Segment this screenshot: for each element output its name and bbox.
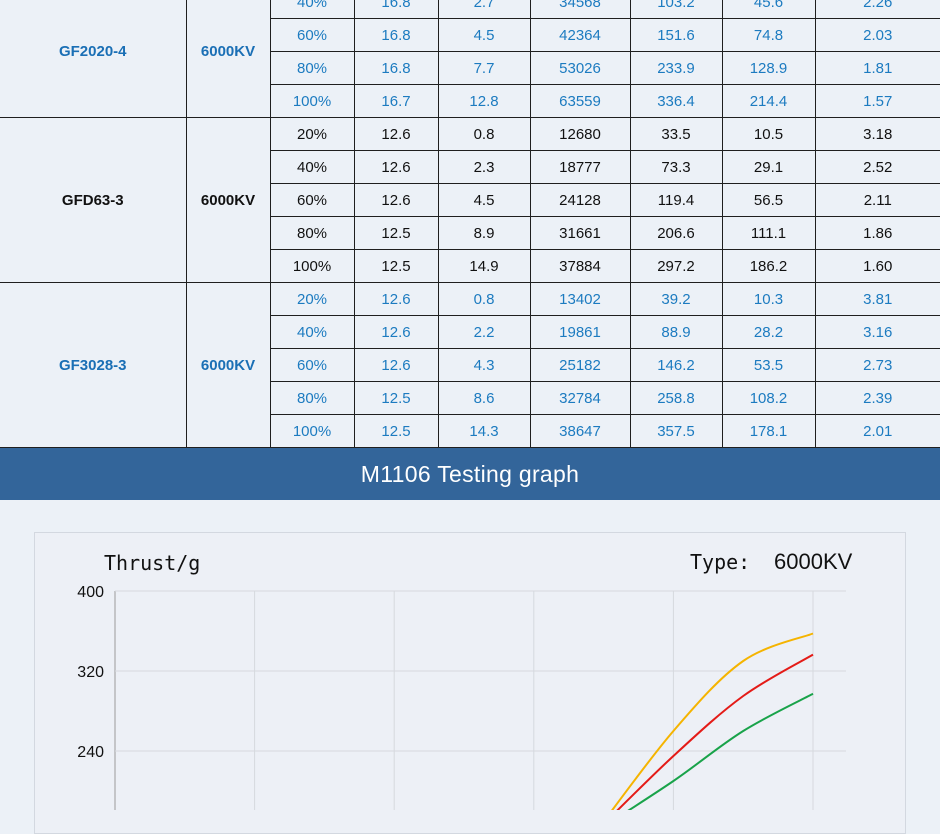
model-cell: GF2020-4 <box>0 0 187 118</box>
y-tick-label: 320 <box>77 664 104 681</box>
table-cell: 12680 <box>529 117 631 151</box>
table-cell: 2.39 <box>814 381 940 415</box>
table-cell: 16.8 <box>353 51 439 85</box>
graph-banner: M1106 Testing graph <box>0 448 940 500</box>
table-cell: 258.8 <box>629 381 723 415</box>
table-cell: 357.5 <box>629 414 723 448</box>
table-cell: 12.5 <box>353 216 439 250</box>
table-row: 100% 12.5 14.3 38647 357.5 178.1 2.01 <box>0 414 940 448</box>
table-cell: 60% <box>269 183 355 217</box>
table-cell: 14.9 <box>437 249 531 283</box>
table-row: GF2020-4 6000KV 40% 16.8 2.7 34568 103.2 45.6 2.… <box>0 0 940 118</box>
series-line-0 <box>611 632 814 810</box>
table-cell: 1.60 <box>814 249 940 283</box>
graph-banner-title: M1106 Testing graph <box>360 460 580 487</box>
table-cell: 33.5 <box>629 117 723 151</box>
table-row: 60% 12.6 4.5 24128 119.4 56.5 2.11 <box>0 183 940 217</box>
table-cell: 12.8 <box>437 84 531 118</box>
table-cell: 3.81 <box>814 282 940 316</box>
spec-table-body: GF2020-4 6000KV 40% 16.8 2.7 34568 103.2 45.6 2.… <box>0 0 940 448</box>
table-cell: 73.3 <box>629 150 723 184</box>
table-cell: 18777 <box>529 150 631 184</box>
table-cell: 24128 <box>529 183 631 217</box>
table-row: 100% 12.5 14.9 37884 297.2 186.2 1.60 <box>0 249 940 283</box>
y-tick-label: 240 <box>77 744 104 761</box>
table-cell: 100% <box>269 414 355 448</box>
table-row: GFD63-3 6000KV 20% 12.6 0.8 12680 33.5 10.5 3.18 <box>0 117 940 283</box>
kv-cell: 6000KV <box>185 282 271 448</box>
table-cell: 2.11 <box>814 183 940 217</box>
table-cell: 4.3 <box>437 348 531 382</box>
table-cell: 1.81 <box>814 51 940 85</box>
table-cell: 2.01 <box>814 414 940 448</box>
table-cell: 2.73 <box>814 348 940 382</box>
type-value: 6000KV <box>774 549 853 574</box>
table-cell: 80% <box>269 216 355 250</box>
spec-table: GF2020-4 6000KV 40% 16.8 2.7 34568 103.2 45.6 2.… <box>0 0 940 448</box>
table-row: 80% 12.5 8.9 31661 206.6 111.1 1.86 <box>0 216 940 250</box>
y-axis-title: Thrust/g <box>104 551 201 575</box>
table-cell: 12.5 <box>353 249 439 283</box>
table-row: 40% 12.6 2.3 18777 73.3 29.1 2.52 <box>0 150 940 184</box>
table-cell: 37884 <box>529 249 631 283</box>
table-cell: 19861 <box>529 315 631 349</box>
table-cell: 53.5 <box>721 348 816 382</box>
table-cell: 74.8 <box>721 18 816 52</box>
table-cell: 12.5 <box>353 414 439 448</box>
table-cell: 2.52 <box>814 150 940 184</box>
table-cell: 0.8 <box>437 117 531 151</box>
table-cell: 38647 <box>529 414 631 448</box>
table-cell: 12.6 <box>353 183 439 217</box>
table-cell: 1.86 <box>814 216 940 250</box>
table-cell: 8.9 <box>437 216 531 250</box>
y-tick-label: 400 <box>77 584 104 601</box>
model-cell: GF3028-3 <box>0 282 187 448</box>
table-cell: 336.4 <box>629 84 723 118</box>
table-cell: 14.3 <box>437 414 531 448</box>
table-cell: 111.1 <box>721 216 816 250</box>
chart-card <box>34 532 906 834</box>
table-cell: 119.4 <box>629 183 723 217</box>
spec-table-wrap: GF2020-4 6000KV 40% 16.8 2.7 34568 103.2 45.6 2.… <box>0 0 940 448</box>
table-cell: 39.2 <box>629 282 723 316</box>
table-cell: 2.3 <box>437 150 531 184</box>
table-cell: 80% <box>269 51 355 85</box>
series-line-2 <box>627 692 814 810</box>
table-row: 60% 12.6 4.3 25182 146.2 53.5 2.73 <box>0 348 940 382</box>
table-cell: 25182 <box>529 348 631 382</box>
table-cell: 12.6 <box>353 348 439 382</box>
table-cell: 16.8 <box>353 18 439 52</box>
table-cell: 80% <box>269 381 355 415</box>
thrust-chart: 400 320 240 <box>77 584 846 810</box>
table-row: GF3028-3 6000KV 20% 12.6 0.8 13402 39.2 10.3 3.8… <box>0 282 940 448</box>
table-cell: 10.5 <box>721 117 816 151</box>
table-cell: 40% <box>269 150 355 184</box>
series-line-1 <box>616 653 814 810</box>
table-cell: 128.9 <box>721 51 816 85</box>
table-cell: 16.7 <box>353 84 439 118</box>
table-row: 80% 16.8 7.7 53026 233.9 128.9 1.81 <box>0 51 940 85</box>
table-cell: 297.2 <box>629 249 723 283</box>
table-cell: 4.5 <box>437 18 531 52</box>
table-row: 100% 16.7 12.8 63559 336.4 214.4 1.57 <box>0 84 940 118</box>
type-label: Type: <box>690 550 751 574</box>
table-cell: 178.1 <box>721 414 816 448</box>
model-cell: GFD63-3 <box>0 117 187 283</box>
table-cell: 151.6 <box>629 18 723 52</box>
table-cell: 7.7 <box>437 51 531 85</box>
